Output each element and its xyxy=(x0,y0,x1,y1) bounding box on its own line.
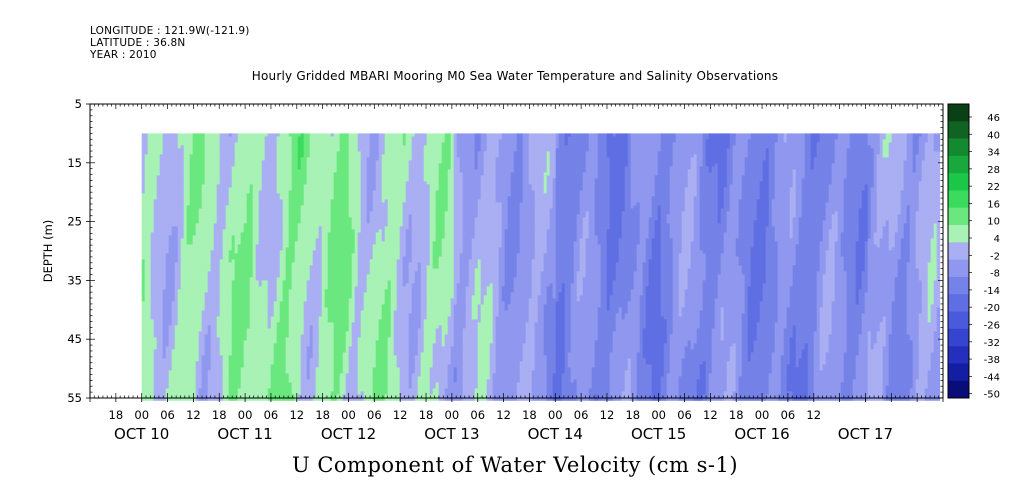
y-axis-title: DEPTH (m) xyxy=(41,220,55,283)
colorbar-swatch xyxy=(948,260,969,278)
y-tick-label: 55 xyxy=(67,391,82,405)
colorbar-swatch xyxy=(948,346,969,364)
colorbar-label: -26 xyxy=(984,321,1000,332)
x-hour-label: 12 xyxy=(186,408,201,422)
x-hour-label: 06 xyxy=(677,408,692,422)
x-hour-label: 18 xyxy=(109,408,124,422)
colorbar-swatch xyxy=(948,294,969,312)
colorbar-swatch xyxy=(948,156,969,174)
x-hour-label: 18 xyxy=(419,408,434,422)
x-hour-label: 12 xyxy=(496,408,511,422)
colorbar-swatch xyxy=(948,363,969,381)
colorbar-label: -20 xyxy=(984,303,1000,314)
x-hour-label: 06 xyxy=(367,408,382,422)
x-hour-label: 00 xyxy=(341,408,356,422)
x-hour-label: 18 xyxy=(625,408,640,422)
x-hour-label: 00 xyxy=(548,408,563,422)
x-hour-label: 18 xyxy=(522,408,537,422)
x-hour-label: 06 xyxy=(470,408,485,422)
y-tick-label: 5 xyxy=(75,97,82,111)
colorbar-swatch xyxy=(948,121,969,139)
colorbar-label: -44 xyxy=(984,372,1000,383)
colorbar-swatch xyxy=(948,381,969,399)
colorbar-swatch xyxy=(948,139,969,157)
x-hour-label: 18 xyxy=(212,408,227,422)
colorbar-swatch xyxy=(948,190,969,208)
x-day-label: OCT 14 xyxy=(528,425,583,443)
colorbar-label: 46 xyxy=(987,113,1000,124)
y-tick-label: 15 xyxy=(67,156,82,170)
x-day-label: OCT 17 xyxy=(838,425,893,443)
colorbar-label: -32 xyxy=(984,338,1000,349)
x-day-label: OCT 13 xyxy=(424,425,479,443)
x-hour-label: 06 xyxy=(160,408,175,422)
colorbar-swatch xyxy=(948,329,969,347)
colorbar-label: -14 xyxy=(984,286,1000,297)
colorbar-swatch xyxy=(948,242,969,260)
colorbar-swatch xyxy=(948,312,969,330)
x-hour-label: 00 xyxy=(238,408,253,422)
x-hour-label: 18 xyxy=(315,408,330,422)
x-hour-label: 06 xyxy=(574,408,589,422)
x-hour-label: 06 xyxy=(781,408,796,422)
x-hour-label: 12 xyxy=(289,408,304,422)
x-day-label: OCT 11 xyxy=(217,425,272,443)
colorbar-label: -2 xyxy=(990,251,1000,262)
x-hour-label: 12 xyxy=(600,408,615,422)
colorbar-label: -8 xyxy=(990,269,1000,280)
x-day-label: OCT 12 xyxy=(321,425,376,443)
colorbar-label: 40 xyxy=(987,130,1000,141)
colorbar-label: 10 xyxy=(987,217,1000,228)
colorbar-label: 16 xyxy=(987,199,1000,210)
x-hour-label: 18 xyxy=(729,408,744,422)
x-hour-label: 12 xyxy=(393,408,408,422)
colorbar-swatch xyxy=(948,173,969,191)
y-tick-label: 45 xyxy=(67,332,82,346)
colorbar-label: 4 xyxy=(994,234,1000,245)
x-day-label: OCT 15 xyxy=(631,425,686,443)
colorbar-swatch xyxy=(948,277,969,295)
x-day-label: OCT 16 xyxy=(734,425,789,443)
colorbar-swatch xyxy=(948,225,969,243)
colorbar-label: 28 xyxy=(987,165,1000,176)
colorbar-label: 34 xyxy=(987,148,1000,159)
x-hour-label: 00 xyxy=(445,408,460,422)
x-hour-label: 06 xyxy=(264,408,279,422)
y-tick-label: 35 xyxy=(67,273,82,287)
x-hour-label: 12 xyxy=(703,408,718,422)
x-day-label: OCT 10 xyxy=(114,425,169,443)
x-hour-label: 00 xyxy=(651,408,666,422)
x-hour-label: 00 xyxy=(134,408,149,422)
colorbar-label: -38 xyxy=(984,355,1000,366)
x-hour-label: 00 xyxy=(755,408,770,422)
colorbar-swatch xyxy=(948,104,969,122)
y-tick-label: 25 xyxy=(67,215,82,229)
colorbar-label: -50 xyxy=(984,390,1000,401)
x-hour-label: 12 xyxy=(806,408,821,422)
colorbar-label: 22 xyxy=(987,182,1000,193)
colorbar-swatch xyxy=(948,208,969,226)
heatmap-cells xyxy=(142,133,940,400)
